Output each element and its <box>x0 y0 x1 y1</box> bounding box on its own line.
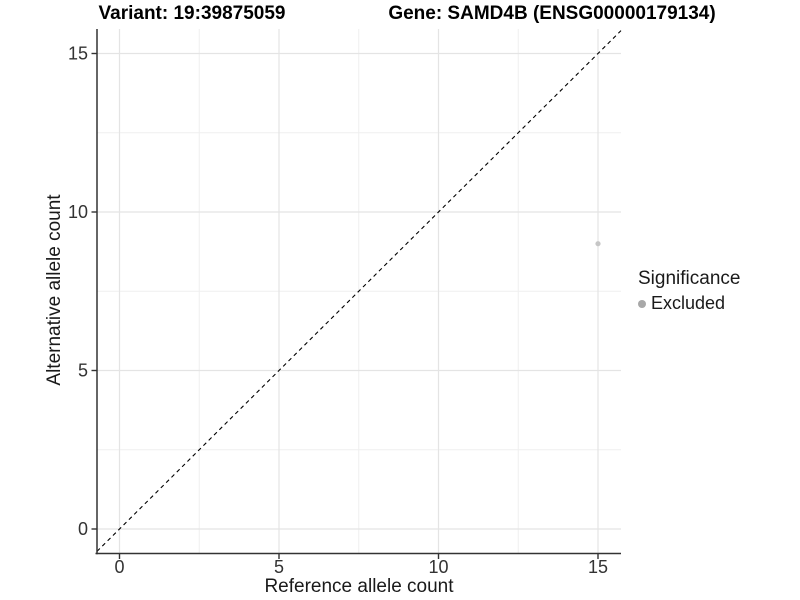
y-tick-label: 5 <box>78 361 88 381</box>
x-tick-label: 15 <box>588 557 608 577</box>
plot-title-variant: Variant: 19:39875059 <box>98 3 286 24</box>
legend-title: Significance <box>638 268 741 289</box>
legend: Significance Excluded <box>638 268 740 314</box>
identity-line <box>96 30 622 552</box>
y-tick-label: 15 <box>68 44 88 64</box>
y-tick-label: 0 <box>78 519 88 539</box>
x-axis-title: Reference allele count <box>264 576 454 597</box>
x-tick-label: 5 <box>274 557 284 577</box>
x-tick-label: 10 <box>428 557 448 577</box>
legend-item-excluded: Excluded <box>638 293 740 314</box>
data-point <box>595 241 601 247</box>
excluded-point-icon <box>638 299 646 308</box>
y-axis-title: Alternative allele count <box>44 194 65 386</box>
plot-title-gene: Gene: SAMD4B (ENSG00000179134) <box>388 3 716 24</box>
y-tick-label: 10 <box>68 202 88 222</box>
legend-item-label: Excluded <box>651 293 726 313</box>
x-tick-label: 0 <box>114 557 124 577</box>
